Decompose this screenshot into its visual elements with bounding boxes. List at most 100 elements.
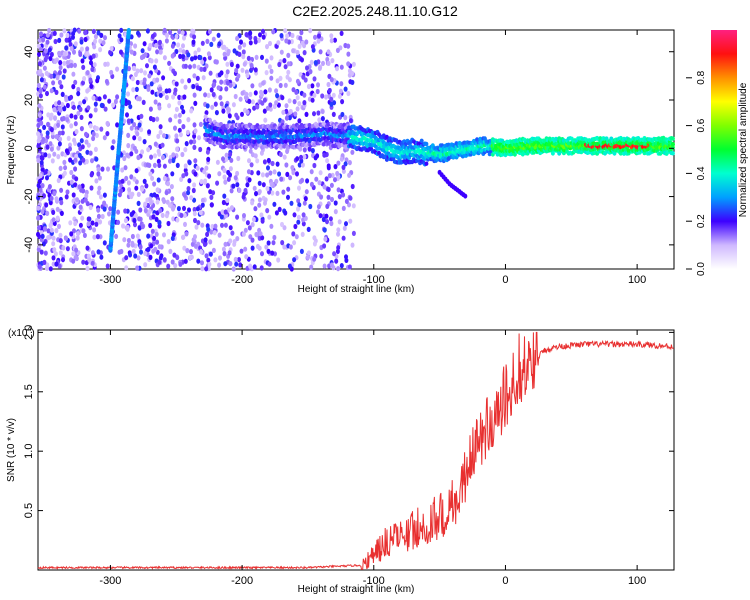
spectrogram-cell [242, 61, 247, 67]
spectrogram-cell [183, 63, 188, 69]
spectrogram-cell [247, 225, 252, 231]
spectrogram-cell [68, 220, 73, 226]
spectrogram-cell [211, 247, 216, 253]
spectrogram-cell [72, 27, 77, 33]
spectrogram-cell [270, 250, 275, 256]
spectrogram-cell [267, 261, 272, 267]
spectrogram-cell [266, 240, 271, 246]
spectrogram-cell [343, 115, 348, 121]
spectrogram-cell [175, 146, 180, 152]
spectrogram-cell [57, 50, 62, 56]
spectrogram-cell [318, 213, 323, 219]
spectrogram-cell [336, 227, 341, 233]
spectrogram-cell [256, 170, 261, 176]
spectrogram-cell [248, 34, 253, 41]
spectrogram-cell [203, 92, 208, 98]
spectrogram-cell [60, 124, 65, 130]
spectrogram-cell [174, 133, 179, 139]
spectrogram-cell [241, 194, 246, 200]
spectrogram-cell [424, 141, 429, 147]
spectrogram-cell [193, 217, 197, 224]
spectrogram-cell [148, 196, 153, 202]
spectrogram-cell [203, 237, 208, 243]
spectrogram-cell [327, 87, 332, 94]
spectrogram-cell [268, 40, 272, 47]
spectrogram-cell [263, 117, 268, 123]
spectrogram-cell [195, 206, 200, 212]
spectrogram-cell [284, 38, 289, 44]
spectrogram-cell [153, 246, 158, 252]
spectrogram-cell [104, 78, 109, 85]
spectrogram-cell [93, 107, 98, 113]
spectrogram-cell [271, 240, 276, 246]
spectrogram-cell [347, 68, 352, 74]
spectrogram-cell [89, 185, 94, 191]
spectrogram-cell [126, 132, 131, 138]
spectrogram-cell [296, 219, 301, 225]
spectrogram-cell [50, 158, 55, 164]
spectrogram-cell [176, 42, 181, 48]
spectrogram-cell [149, 81, 154, 87]
spectrogram-cell [189, 249, 193, 255]
spectrogram-cell [286, 194, 290, 200]
spectrogram-cell [79, 138, 84, 144]
spectrogram-cell [329, 33, 334, 39]
snr-x-tick-label: -300 [99, 575, 121, 587]
colorbar-tick-label: 0.0 [696, 262, 707, 276]
spectrogram-cell [225, 106, 230, 112]
spectrogram-cell [56, 122, 60, 128]
spectrogram-cell [128, 252, 133, 258]
spectrogram-cell [71, 34, 75, 40]
spectrogram-cell [350, 149, 355, 155]
spectrogram-cell [202, 66, 207, 72]
spectrogram-cell [146, 246, 151, 252]
spectrogram-cell [225, 69, 230, 75]
spectrogram-cell [61, 245, 66, 251]
spectrogram-cell [222, 174, 227, 180]
spectrogram-cell [260, 251, 264, 257]
spectrogram-cell [308, 69, 313, 75]
spectrogram-cell [73, 166, 78, 172]
spectrogram-cell [312, 162, 317, 169]
spectrogram-cell [96, 166, 101, 173]
spectrogram-cell [130, 233, 135, 240]
spectrogram-cell [124, 255, 129, 261]
spectrogram-cell [96, 249, 101, 255]
spectrogram-cell [287, 77, 292, 83]
spectrogram-cell [292, 240, 297, 246]
spectrogram-cell [215, 159, 220, 165]
spectrogram-cell [251, 216, 256, 222]
spectrogram-cell [325, 203, 330, 209]
spectrogram-cell [200, 202, 205, 208]
spectrogram-cell [259, 212, 264, 218]
spectrogram-cell [158, 86, 163, 92]
spectrogram-cell [94, 178, 99, 184]
spectrogram-cell [261, 182, 266, 188]
spectrogram-cell [280, 119, 285, 125]
spectrogram-cell [140, 186, 144, 192]
colorbar-tick-label: 0.8 [696, 70, 707, 84]
spectrogram-cell [257, 189, 262, 195]
snr-marks [37, 331, 674, 570]
spectrogram-cell [264, 244, 269, 250]
spectrogram-cell [344, 257, 349, 263]
spectrogram-cell [39, 249, 44, 255]
spectrogram-cell [274, 210, 279, 216]
spectrogram-cell [279, 33, 284, 39]
spectrogram-cell [136, 30, 140, 36]
spectrogram-cell [257, 37, 261, 44]
spectrogram-cell [166, 220, 171, 227]
spectrogram-cell [44, 54, 49, 60]
spectrogram-cell [670, 151, 675, 156]
spectrogram-cell [341, 164, 346, 170]
spectrogram-cell [120, 178, 125, 184]
spectrogram-cell [177, 127, 182, 133]
spectrogram-cell [221, 108, 226, 114]
spectrogram-cell [210, 223, 215, 230]
spectrogram-cell [322, 263, 327, 269]
snr-x-tick-label: -200 [231, 575, 253, 587]
spectrogram-cell [341, 192, 346, 198]
spectrogram-cell [339, 64, 344, 70]
spectrogram-cell [265, 186, 270, 192]
